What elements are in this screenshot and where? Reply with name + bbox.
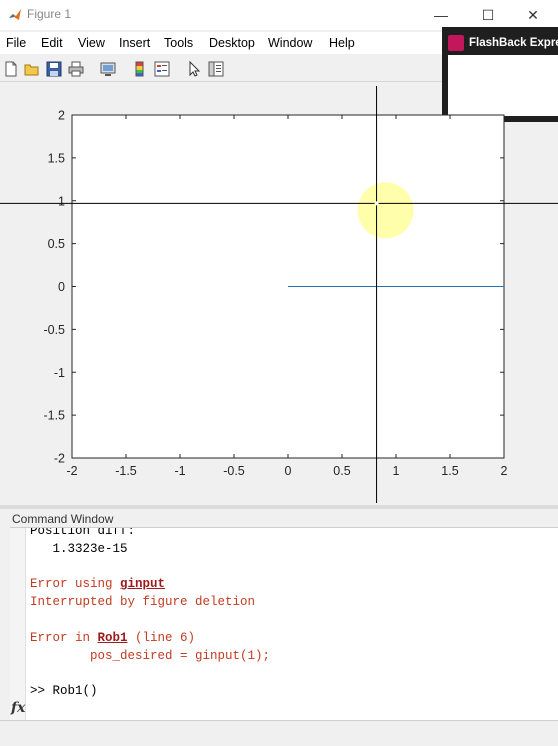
panel-divider[interactable]: [0, 505, 558, 509]
menu-edit[interactable]: Edit: [41, 36, 63, 50]
minimize-button[interactable]: —: [434, 7, 448, 23]
y-tick-label: 0: [58, 280, 65, 294]
flashback-logo-icon: [448, 35, 464, 51]
x-tick-label: 1: [393, 464, 400, 478]
y-tick-label: 1: [58, 194, 65, 208]
command-window-title: Command Window: [12, 512, 114, 526]
menu-file[interactable]: File: [6, 36, 27, 50]
y-tick-label: -0.5: [43, 323, 65, 337]
error-suffix: (line 6): [127, 630, 196, 645]
y-tick-label: -2: [54, 452, 65, 466]
command-gutter: [10, 528, 26, 720]
x-tick-label: -2: [66, 464, 77, 478]
status-bar: [0, 720, 558, 746]
crosshair-center: [374, 201, 379, 206]
command-line: pos_desired = ginput(1);: [30, 648, 271, 663]
function-browser-icon[interactable]: fx: [11, 700, 26, 716]
command-line: Interrupted by figure deletion: [30, 595, 256, 610]
x-tick-label: -1.5: [115, 464, 137, 478]
command-line: >> Rob1(): [30, 684, 98, 699]
property-editor-icon[interactable]: [207, 60, 225, 78]
y-tick-label: 1.5: [48, 151, 65, 165]
command-line: Error in Rob1 (line 6): [30, 631, 195, 645]
legend-icon[interactable]: [153, 60, 171, 78]
command-line: Position diff:: [30, 527, 136, 538]
error-link[interactable]: Rob1: [97, 630, 128, 645]
flashback-title: FlashBack Expre: [469, 37, 558, 49]
menu-window[interactable]: Window: [268, 36, 313, 50]
new-figure-icon[interactable]: [2, 60, 20, 78]
maximize-button[interactable]: ☐: [481, 7, 495, 23]
cursor-highlight: [357, 182, 414, 239]
x-tick-label: 0.5: [333, 464, 350, 478]
error-prefix: Error in: [30, 630, 98, 645]
error-prefix: Error using: [30, 577, 121, 592]
y-tick-label: -1.5: [43, 409, 65, 423]
colorbar-icon[interactable]: [131, 60, 149, 78]
menu-help[interactable]: Help: [329, 36, 355, 50]
command-line: 1.3323e-15: [30, 541, 128, 556]
menu-tools[interactable]: Tools: [164, 36, 194, 50]
menu-bar: File Edit View Insert Tools Desktop Wind…: [0, 32, 558, 54]
figure-axes[interactable]: -2 -1.5 -1 -0.5 0 0.5 1 1.5 2 2 1.5 1 0.5 0 -0.5 -1 -1.5…: [0, 0, 558, 505]
y-tick-label: -1: [54, 366, 65, 380]
title-bar: Figure 1 — ☐ ✕: [0, 0, 558, 30]
print-icon[interactable]: [67, 60, 85, 78]
y-tick-label: 0.5: [48, 237, 65, 251]
error-link[interactable]: ginput: [120, 577, 166, 592]
menu-view[interactable]: View: [78, 36, 105, 50]
x-tick-label: 1.5: [441, 464, 458, 478]
save-icon[interactable]: [45, 60, 63, 78]
x-tick-label: -0.5: [223, 464, 245, 478]
command-window[interactable]: Position diff: 1.3323e-15 Error using gin…: [10, 527, 558, 720]
x-tick-label: 2: [501, 464, 508, 478]
menu-insert[interactable]: Insert: [119, 36, 151, 50]
menu-desktop[interactable]: Desktop: [209, 36, 255, 50]
close-button[interactable]: ✕: [527, 7, 539, 23]
matlab-icon: [9, 9, 21, 20]
link-icon[interactable]: [99, 60, 117, 78]
x-tick-label: 0: [285, 464, 292, 478]
pointer-icon[interactable]: [185, 60, 203, 78]
flashback-overlay[interactable]: FlashBack Expre: [442, 27, 558, 122]
command-line: Error using ginput: [30, 577, 165, 591]
open-file-icon[interactable]: [23, 60, 41, 78]
y-tick-label: 2: [58, 109, 65, 123]
window-title: Figure 1: [27, 7, 72, 21]
x-tick-label: -1: [174, 464, 185, 478]
flashback-panel: [448, 55, 558, 116]
